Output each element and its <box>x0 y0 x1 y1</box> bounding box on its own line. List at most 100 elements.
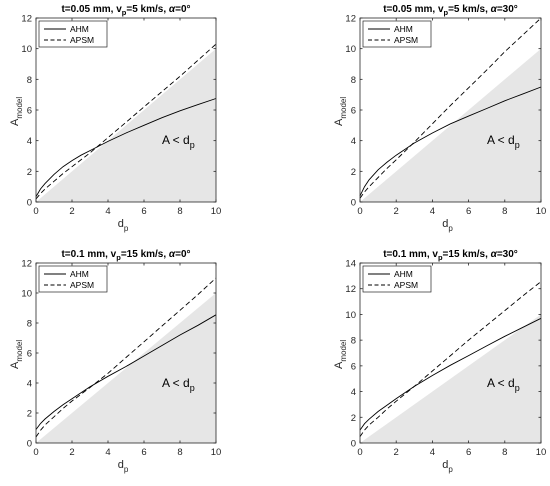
x-tick-label: 4 <box>105 447 110 458</box>
chart-title: t=0.05 mm, vp=5 km/s, α=0° <box>61 4 190 17</box>
y-axis-label-subscript: model <box>15 97 24 119</box>
series-line-apsm <box>35 277 217 438</box>
x-axis-label: dp <box>442 218 453 233</box>
chart-title-part: =30° <box>497 249 518 260</box>
series-line-ahm <box>359 317 542 431</box>
y-tick-label: 12 <box>21 259 32 270</box>
legend-label-apsm: APSM <box>70 280 94 290</box>
x-axis-label: dp <box>118 218 129 233</box>
region-annotation: A < dp <box>162 133 195 150</box>
y-tick-label: 2 <box>351 167 356 178</box>
x-tick-label: 4 <box>105 206 110 217</box>
chart-panel-4: 0 2 4 6 8 10 0 2 4 6 8 10 12 14 t=0.1 mm, vp=15 km/s, … <box>333 249 546 474</box>
x-tick-label: 8 <box>502 447 507 458</box>
y-tick-label: 6 <box>351 106 356 117</box>
chart-title-part: =15 km/s, <box>443 249 491 260</box>
x-axis-label-subscript: p <box>124 224 129 233</box>
region-annotation-main: A < d <box>162 133 190 147</box>
x-tick-label: 8 <box>177 206 182 217</box>
y-tick-label: 10 <box>21 44 32 55</box>
y-tick-label: 4 <box>351 136 356 147</box>
chart-title: t=0.1 mm, vp=15 km/s, α=30° <box>383 249 518 262</box>
y-tick-label: 6 <box>351 361 356 372</box>
y-tick-label: 12 <box>345 284 356 295</box>
y-tick-label: 0 <box>351 439 356 450</box>
legend-label-ahm: AHM <box>394 24 413 34</box>
region-annotation: A < dp <box>162 376 195 393</box>
y-axis-label-subscript: model <box>339 97 348 119</box>
legend-label-apsm: APSM <box>394 280 418 290</box>
y-axis-label: Amodel <box>333 340 348 369</box>
chart-title-part: t=0.05 mm, v <box>383 4 444 15</box>
x-tick-label: 10 <box>536 206 547 217</box>
y-tick-label: 12 <box>345 14 356 25</box>
series-line-apsm <box>359 17 542 199</box>
y-tick-label: 2 <box>351 413 356 424</box>
y-tick-label: 8 <box>351 336 356 347</box>
x-tick-label: 6 <box>141 447 146 458</box>
y-tick-label: 2 <box>27 167 32 178</box>
y-tick-label: 4 <box>351 387 356 398</box>
x-axis-label: dp <box>118 459 129 474</box>
y-axis-label-main: A <box>9 118 21 126</box>
chart-title-subscript: p <box>438 253 443 262</box>
chart-title-alpha: α <box>169 4 176 15</box>
y-tick-label: 0 <box>27 439 32 450</box>
x-tick-label: 0 <box>357 206 362 217</box>
y-axis-label-main: A <box>333 118 345 126</box>
y-axis-label: Amodel <box>9 340 24 369</box>
x-tick-label: 0 <box>357 447 362 458</box>
legend-label-ahm: AHM <box>70 24 89 34</box>
x-axis-label-main: d <box>118 459 124 471</box>
series-line-ahm <box>35 314 217 430</box>
x-axis-label-main: d <box>442 218 448 230</box>
axes-box <box>359 262 542 444</box>
chart-title-part: =0° <box>175 249 190 260</box>
region-annotation-subscript: p <box>190 140 195 150</box>
chart-title-part: t=0.1 mm, v <box>61 249 116 260</box>
x-tick-label: 4 <box>430 447 435 458</box>
x-tick-label: 8 <box>177 447 182 458</box>
y-tick-label: 10 <box>345 310 356 321</box>
x-axis-label: dp <box>442 459 453 474</box>
y-tick-label: 8 <box>351 75 356 86</box>
series-line-apsm <box>359 281 542 437</box>
x-tick-label: 0 <box>33 206 38 217</box>
chart-title-part: t=0.05 mm, v <box>61 4 122 15</box>
legend-label-ahm: AHM <box>70 269 89 279</box>
chart-title-subscript: p <box>444 8 449 17</box>
x-tick-label: 6 <box>141 206 146 217</box>
region-annotation-main: A < d <box>487 376 515 390</box>
x-axis-label-subscript: p <box>448 465 453 474</box>
chart-title-part: =5 km/s, <box>448 4 491 15</box>
legend-box <box>362 265 432 293</box>
chart-title-alpha: α <box>169 249 176 260</box>
shaded-region <box>36 293 216 443</box>
chart-title-part: =30° <box>497 4 518 15</box>
y-axis-label: Amodel <box>9 97 24 126</box>
x-tick-label: 0 <box>33 447 38 458</box>
legend-label-ahm: AHM <box>394 269 413 279</box>
y-tick-label: 0 <box>27 198 32 209</box>
legend-box <box>38 265 108 293</box>
x-tick-label: 8 <box>502 206 507 217</box>
y-axis-label-main: A <box>333 361 345 369</box>
x-axis-label-subscript: p <box>124 465 129 474</box>
x-tick-label: 10 <box>536 447 547 458</box>
chart-title: t=0.1 mm, vp=15 km/s, α=0° <box>61 249 190 262</box>
region-annotation: A < dp <box>487 133 520 150</box>
series-line-ahm <box>35 98 217 197</box>
legend-label-apsm: APSM <box>70 35 94 45</box>
x-tick-label: 2 <box>394 206 399 217</box>
chart-title: t=0.05 mm, vp=5 km/s, α=30° <box>383 4 518 17</box>
region-annotation-main: A < d <box>162 376 190 390</box>
chart-title-part: =5 km/s, <box>126 4 169 15</box>
chart-title-alpha: α <box>491 249 498 260</box>
chart-title-part: =0° <box>175 4 190 15</box>
region-annotation-subscript: p <box>515 140 520 150</box>
